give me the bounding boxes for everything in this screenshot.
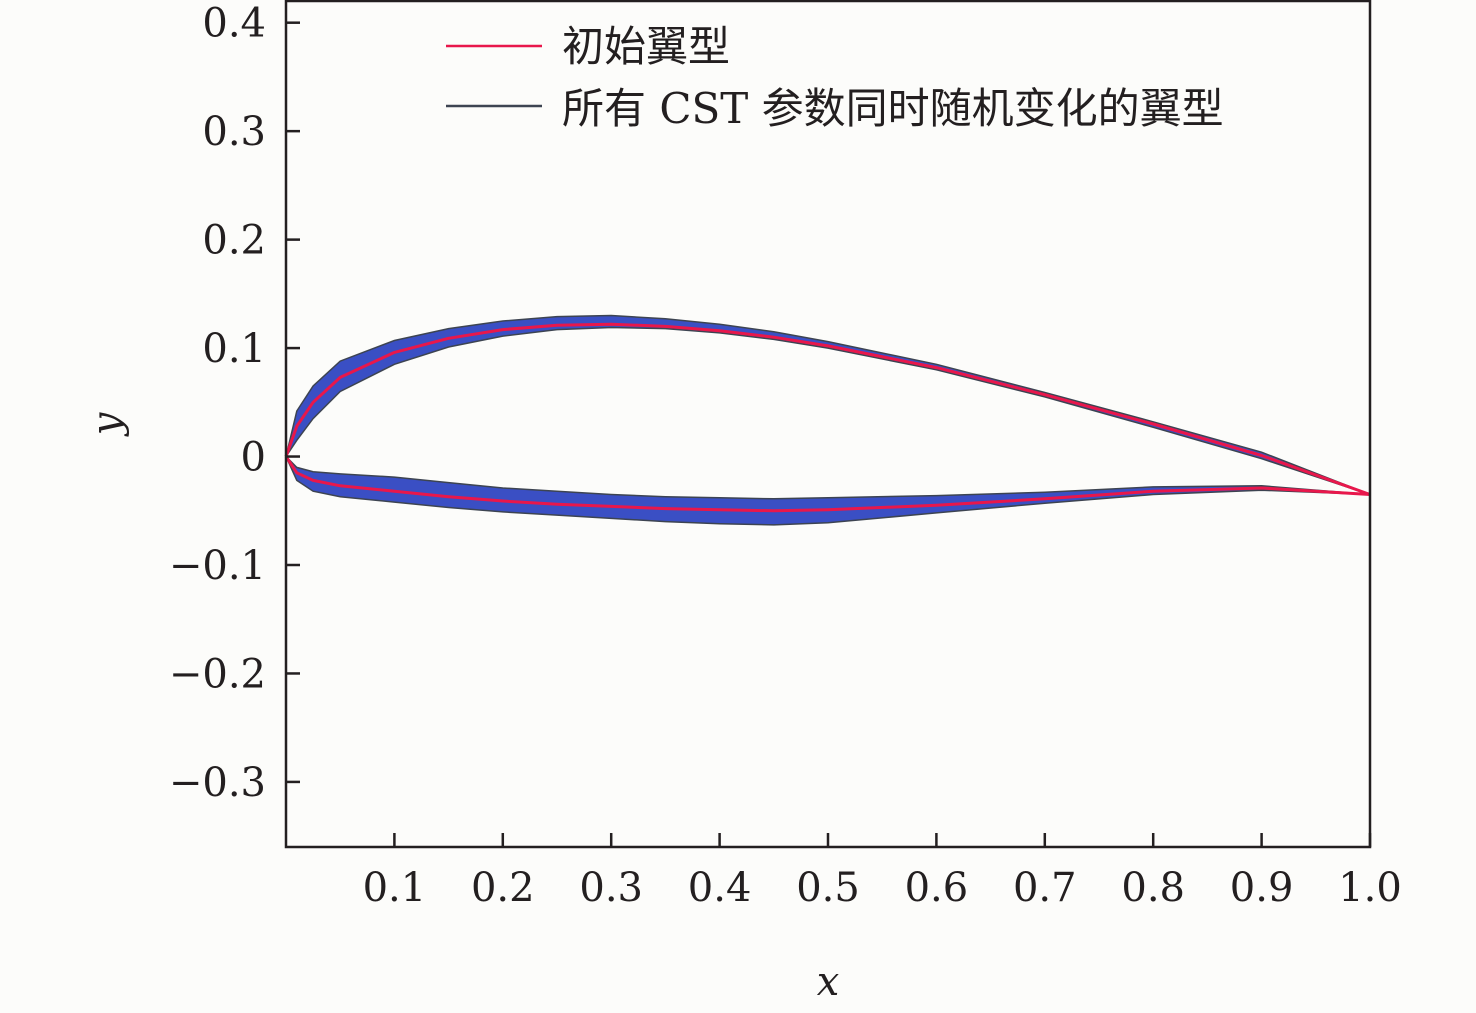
legend: 初始翼型 所有 CST 参数同时随机变化的翼型: [446, 22, 1224, 133]
x-tick-label: 0.8: [1121, 865, 1185, 911]
x-tick-label: 0.5: [796, 865, 860, 911]
plot-area: [284, 314, 1371, 526]
y-tick-label: −0.1: [169, 543, 266, 589]
x-tick-label: 0.2: [471, 865, 535, 911]
y-tick-label: 0.4: [202, 1, 266, 47]
x-tick-label: 0.9: [1230, 865, 1294, 911]
initial-airfoil-lower-line: [284, 455, 1371, 513]
y-tick-label: 0.3: [202, 109, 266, 155]
y-tick-label: 0.1: [202, 326, 266, 372]
x-tick-label: 0.1: [363, 865, 427, 911]
initial-airfoil-upper-line: [284, 322, 1371, 496]
x-tick-label: 0.3: [579, 865, 643, 911]
y-axis-title: y: [84, 411, 130, 437]
x-tick-label: 0.6: [905, 865, 969, 911]
y-tick-label: 0: [241, 435, 266, 481]
band-upper-surface: [285, 314, 1371, 496]
x-axis-title: x: [817, 959, 840, 1005]
x-axis: 0.1 0.2 0.3 0.4 0.5 0.6 0.7 0.8 0.9 1.0: [363, 833, 1402, 911]
legend-label-random: 所有 CST 参数同时随机变化的翼型: [562, 84, 1224, 133]
x-tick-label: 1.0: [1338, 865, 1402, 911]
x-tick-label: 0.4: [688, 865, 752, 911]
y-tick-label: −0.3: [169, 760, 266, 806]
y-axis: 0.4 0.3 0.2 0.1 0 −0.1 −0.2 −0.3: [169, 1, 300, 806]
y-tick-label: −0.2: [169, 651, 266, 697]
x-tick-label: 0.7: [1013, 865, 1077, 911]
y-tick-label: 0.2: [202, 218, 266, 264]
legend-label-initial: 初始翼型: [562, 22, 730, 71]
